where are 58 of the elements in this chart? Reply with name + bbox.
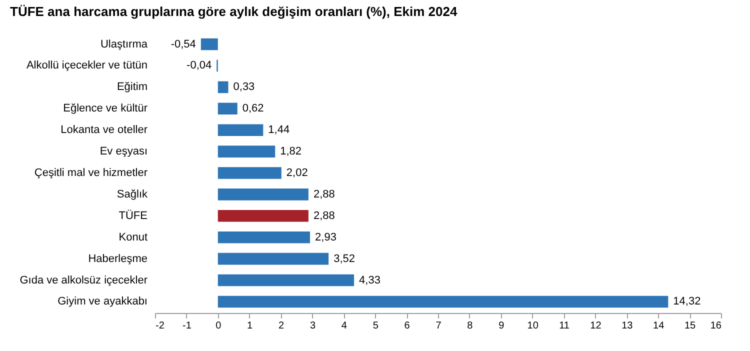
data-label: 14,32 xyxy=(673,296,701,308)
data-label: -0,54 xyxy=(170,38,196,50)
bar xyxy=(200,38,218,50)
data-label: 1,44 xyxy=(268,124,290,136)
x-tick-label: 0 xyxy=(216,320,222,332)
data-label: 2,02 xyxy=(286,167,308,179)
x-tick-label: 1 xyxy=(247,320,254,332)
x-tick-label: 4 xyxy=(341,320,348,332)
data-label: 0,33 xyxy=(233,81,255,94)
bar xyxy=(218,231,310,244)
bar xyxy=(218,146,276,158)
bar xyxy=(218,188,308,200)
x-tick-label: 8 xyxy=(467,320,474,332)
data-label: 1,82 xyxy=(280,146,302,158)
x-tick-label: 11 xyxy=(559,320,570,332)
x-tick-label: 14 xyxy=(653,320,665,332)
data-label: 2,88 xyxy=(313,210,335,222)
x-tick-label: 16 xyxy=(710,320,722,332)
bar xyxy=(218,274,354,286)
x-tick-label: 5 xyxy=(372,320,379,332)
bar xyxy=(218,167,282,179)
y-tick-label: Giyim ve ayakkabı xyxy=(58,296,148,308)
x-tick-label: 15 xyxy=(684,320,696,332)
x-tick-label: 13 xyxy=(622,320,634,332)
data-label: -0,04 xyxy=(186,60,212,72)
x-tick-label: 6 xyxy=(404,320,410,332)
y-tick-label: Ev eşyası xyxy=(100,146,148,158)
x-tick-label: 12 xyxy=(590,320,602,332)
y-tick-label: Sağlık xyxy=(116,188,148,200)
y-tick-label: Eğlence ve kültür xyxy=(63,102,148,115)
y-tick-label: Çeşitli mal ve hizmetler xyxy=(34,167,148,179)
bar xyxy=(218,296,668,308)
x-tick-label: 3 xyxy=(310,320,316,332)
y-tick-label: Haberleşme xyxy=(88,252,148,265)
data-label: 0,62 xyxy=(242,102,264,115)
x-tick-label: 9 xyxy=(498,320,505,332)
x-tick-label: -2 xyxy=(156,320,165,332)
y-tick-label: Ulaştırma xyxy=(100,38,148,50)
y-tick-label: Eğitim xyxy=(116,81,148,94)
y-tick-label: Lokanta ve oteller xyxy=(60,124,148,136)
y-tick-label: TÜFE xyxy=(118,208,148,222)
x-tick-label: 10 xyxy=(527,320,539,332)
x-tick-label: 7 xyxy=(436,320,442,332)
y-tick-label: Alkollü içecekler ve tütün xyxy=(26,60,148,72)
bar xyxy=(218,124,264,136)
data-label: 2,88 xyxy=(313,188,335,200)
bar xyxy=(218,210,308,222)
bar xyxy=(218,81,228,94)
bar xyxy=(218,252,329,265)
x-tick-label: 2 xyxy=(278,320,284,332)
bar xyxy=(218,102,238,115)
chart-title: TÜFE ana harcama gruplarına göre aylık değişim oranları (%), Ekim 2024 xyxy=(10,4,458,19)
data-label: 3,52 xyxy=(334,252,355,265)
y-tick-label: Konut xyxy=(118,231,148,244)
y-tick-label: Gıda ve alkolsüz içecekler xyxy=(20,274,148,286)
data-label: 2,93 xyxy=(315,231,336,244)
data-label: 4,33 xyxy=(359,274,380,286)
x-tick-label: -1 xyxy=(182,320,192,332)
